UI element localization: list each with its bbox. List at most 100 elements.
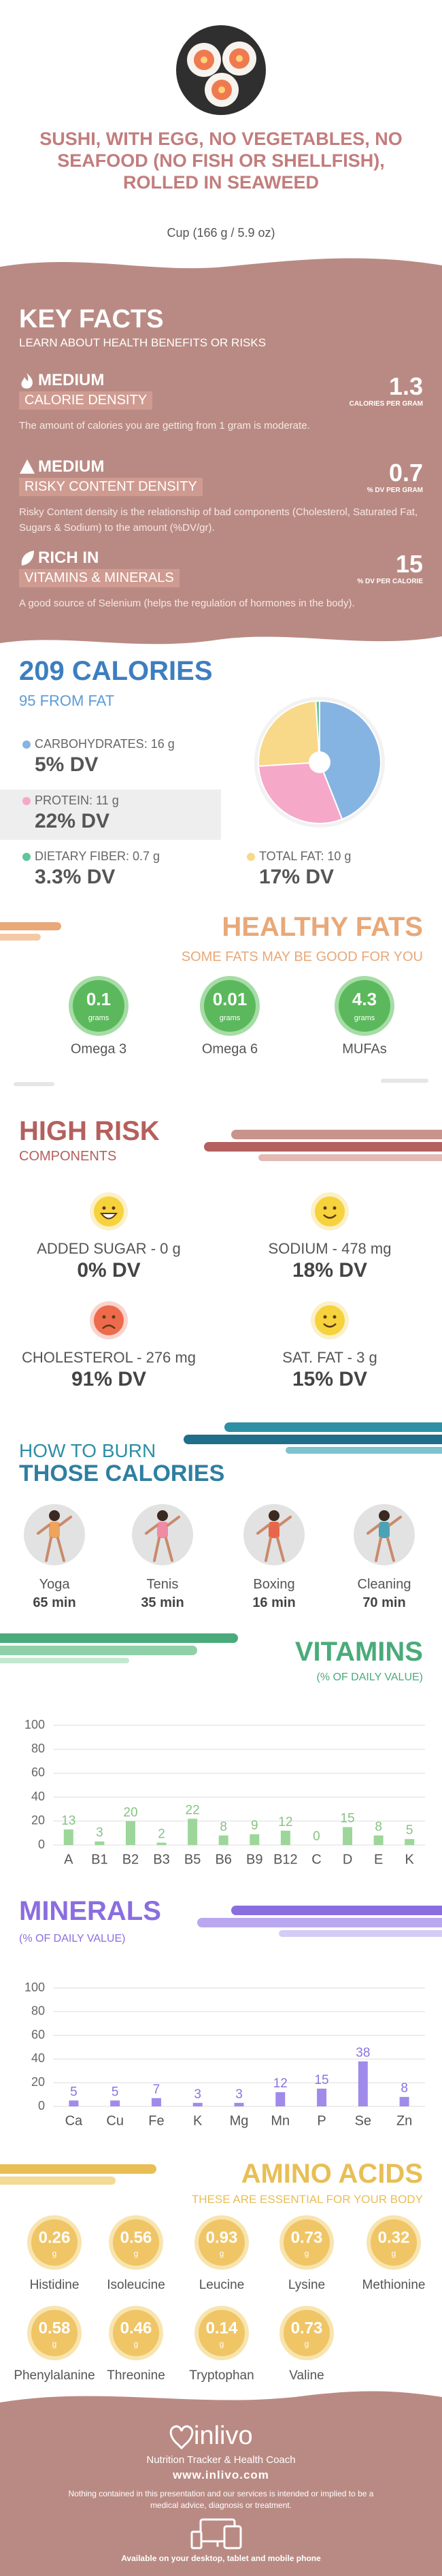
risk-dv: 15% DV xyxy=(292,1368,368,1390)
bar xyxy=(156,1842,167,1845)
person-limbs xyxy=(37,1516,72,1562)
bar xyxy=(373,1835,384,1845)
face-mouth xyxy=(102,1324,116,1329)
y-tick-label: 20 xyxy=(31,1814,45,1827)
fact-level: MEDIUM xyxy=(38,371,105,389)
fat-value: 4.3 xyxy=(352,989,377,1009)
fat-name: Omega 3 xyxy=(71,1041,126,1056)
bar xyxy=(275,2092,286,2106)
bar xyxy=(151,2098,161,2106)
person-body xyxy=(379,1522,390,1538)
legend-dot xyxy=(247,853,255,861)
decor-stripe xyxy=(231,1130,442,1139)
pie-slice xyxy=(258,761,343,824)
value-label: 15 xyxy=(340,1812,354,1826)
bar xyxy=(188,1819,198,1845)
amino-unit: g xyxy=(134,2249,139,2258)
amino-circle xyxy=(31,2310,78,2356)
value-label: 9 xyxy=(251,1819,258,1833)
amino-name: Threonine xyxy=(107,2368,165,2383)
tagline: Nutrition Tracker & Health Coach xyxy=(146,2454,296,2466)
y-tick-label: 80 xyxy=(31,2004,45,2018)
section-subtitle: 95 FROM FAT xyxy=(19,692,115,709)
y-tick-label: 100 xyxy=(24,1980,45,1994)
x-tick-label: C xyxy=(311,1852,321,1867)
risk-dv: 18% DV xyxy=(292,1259,368,1282)
amino-unit: g xyxy=(305,2249,309,2258)
amino-unit: g xyxy=(392,2249,396,2258)
x-tick-label: Mn xyxy=(271,2113,290,2128)
section-title: KEY FACTS xyxy=(19,305,164,333)
x-tick-label: Fe xyxy=(148,2113,164,2128)
amino-circle xyxy=(371,2219,417,2266)
bar xyxy=(95,1841,105,1845)
section-background xyxy=(0,258,442,645)
value-label: 3 xyxy=(96,1826,103,1840)
macro-label: TOTAL FAT: 10 g xyxy=(259,849,352,863)
value-label: 3 xyxy=(235,2087,243,2102)
fact-name: VITAMINS & MINERALS xyxy=(19,569,180,587)
face xyxy=(94,1196,124,1226)
x-tick-label: B9 xyxy=(246,1852,262,1867)
activity-name: Tenis xyxy=(146,1577,179,1592)
section-subtitle: LEARN ABOUT HEALTH BENEFITS OR RISKS xyxy=(19,336,267,349)
section-title: HIGH RISK xyxy=(19,1116,160,1146)
fat-unit: grams xyxy=(354,1014,375,1022)
macro-label: DIETARY FIBER: 0.7 g xyxy=(35,849,160,863)
value-label: 13 xyxy=(61,1814,75,1828)
person-body xyxy=(269,1522,279,1538)
x-tick-label: K xyxy=(193,2113,203,2128)
legend-dot xyxy=(22,740,31,749)
fat-unit: grams xyxy=(220,1014,241,1022)
face-eye xyxy=(323,1206,327,1210)
amino-circle xyxy=(199,2219,245,2266)
legend-dot xyxy=(22,797,31,805)
value-label: 22 xyxy=(186,1803,200,1817)
face xyxy=(94,1305,124,1335)
url: www.inlivo.com xyxy=(173,2468,269,2481)
value-label: 15 xyxy=(314,2073,328,2087)
footer-background xyxy=(0,2391,442,2576)
fact-description: A good source of Selenium (helps the reg… xyxy=(19,598,355,609)
section-title: HOW TO BURN xyxy=(19,1440,156,1461)
amino-value: 0.14 xyxy=(206,2319,238,2337)
section-title: 209 CALORIES xyxy=(19,656,213,686)
bar xyxy=(343,1827,353,1845)
amino-name: Methionine xyxy=(362,2278,426,2292)
warning-icon xyxy=(20,459,35,474)
value-label: 7 xyxy=(153,2083,160,2097)
x-tick-label: Mg xyxy=(230,2113,249,2128)
activity-name: Boxing xyxy=(253,1577,295,1592)
activity-name: Cleaning xyxy=(357,1577,411,1592)
face-mouth xyxy=(100,1213,118,1220)
amino-name: Phenylalanine xyxy=(14,2368,95,2383)
availability: Available on your desktop, tablet and mo… xyxy=(121,2554,321,2563)
bar xyxy=(405,1839,415,1845)
y-tick-label: 80 xyxy=(31,1742,45,1755)
section-title: MINERALS xyxy=(19,1896,161,1926)
x-tick-label: K xyxy=(405,1852,415,1867)
section-title: HEALTHY FATS xyxy=(222,912,423,942)
decor-stripe xyxy=(0,2164,156,2174)
decor-stripe xyxy=(258,1154,442,1161)
bar xyxy=(280,1830,290,1845)
bar xyxy=(125,1821,135,1845)
section-title: AMINO ACIDS xyxy=(241,2159,423,2189)
fact-level: RICH IN xyxy=(38,549,99,567)
value-label: 20 xyxy=(123,1806,137,1820)
risk-dv: 0% DV xyxy=(77,1259,141,1282)
fat-name: Omega 6 xyxy=(202,1041,258,1056)
value-label: 2 xyxy=(158,1827,165,1841)
x-tick-label: B12 xyxy=(273,1852,298,1867)
activity-time: 65 min xyxy=(33,1595,76,1610)
x-tick-label: B2 xyxy=(122,1852,139,1867)
person-head xyxy=(49,1510,60,1521)
bar xyxy=(218,1835,228,1845)
person-head xyxy=(157,1510,168,1521)
bar xyxy=(317,2088,327,2106)
x-tick-label: Zn xyxy=(396,2113,412,2128)
amino-name: Histidine xyxy=(30,2278,80,2292)
fact-unit: CALORIES PER GRAM xyxy=(349,400,423,408)
x-tick-label: Cu xyxy=(106,2113,124,2128)
